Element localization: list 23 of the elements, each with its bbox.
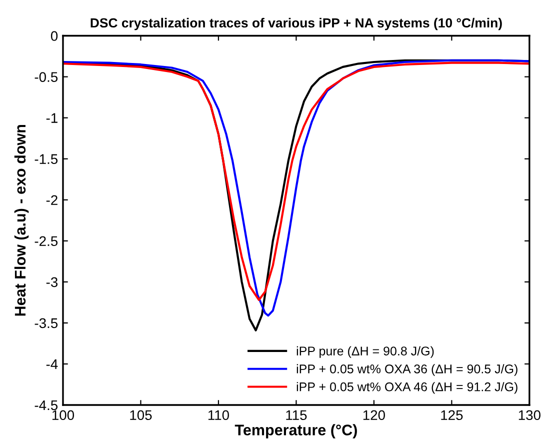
x-tick-label: 110	[208, 410, 229, 420]
legend-label: iPP + 0.05 wt% OXA 36 (ΔH = 90.5 J/G)	[296, 364, 518, 376]
x-tick-label: 130	[518, 410, 540, 420]
y-tick-label: -3.5	[34, 318, 58, 328]
x-axis-title: Temperature (°C)	[234, 424, 357, 438]
x-tick-label: 125	[441, 410, 463, 420]
chart-title: DSC crystalization traces of various iPP + NA systems (10 °C/min)	[90, 18, 502, 30]
y-tick-label: -2	[46, 195, 58, 205]
y-tick-label: -4.5	[34, 400, 58, 410]
y-axis-title: Heat Flow (a.u) - exo down	[14, 124, 29, 316]
legend-label: iPP pure (ΔH = 90.8 J/G)	[296, 346, 434, 358]
legend-label: iPP + 0.05 wt% OXA 46 (ΔH = 91.2 J/G)	[296, 382, 518, 394]
y-tick-label: -0.5	[34, 72, 58, 82]
y-tick-label: -4	[46, 359, 58, 369]
y-tick-label: -3	[46, 277, 58, 288]
x-tick-label: 115	[286, 410, 307, 420]
y-tick-label: -1	[46, 113, 58, 123]
y-tick-label: 0	[50, 31, 58, 41]
x-tick-label: 105	[130, 410, 152, 420]
x-tick-label: 120	[363, 410, 385, 420]
y-tick-label: -2.5	[34, 236, 58, 246]
y-tick-label: -1.5	[34, 154, 58, 164]
x-tick-label: 100	[52, 410, 74, 420]
